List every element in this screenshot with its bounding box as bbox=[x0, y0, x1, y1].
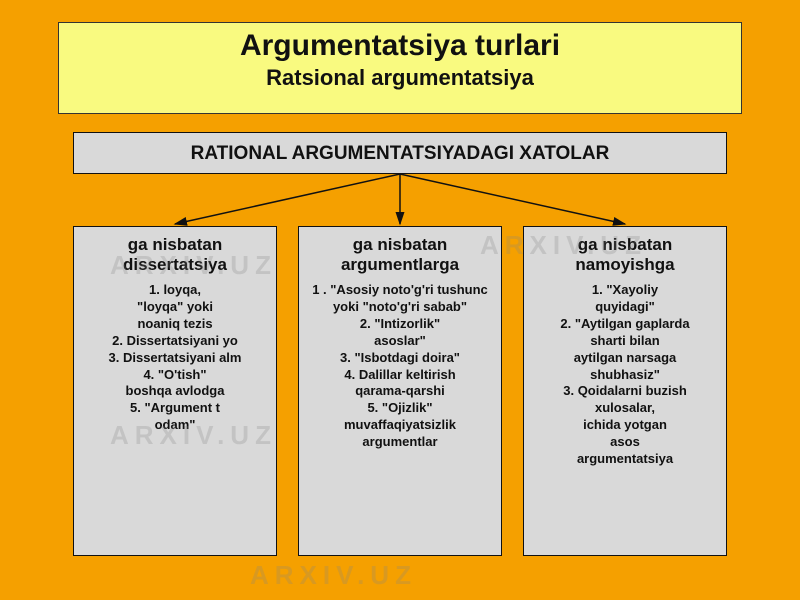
section-header: RATIONAL ARGUMENTATSIYADAGI XATOLAR bbox=[73, 132, 727, 174]
arrows-svg bbox=[73, 174, 727, 226]
title-box: Argumentatsiya turlari Ratsional argumen… bbox=[58, 22, 742, 114]
column-namoyishga: ga nisbatan namoyishga 1. "Xayoliy quyid… bbox=[523, 226, 727, 556]
column-body: 1. loyqa, "loyqa" yoki noaniq tezis 2. D… bbox=[78, 282, 272, 434]
column-dissertatsiya: ga nisbatan dissertatsiya 1. loyqa, "loy… bbox=[73, 226, 277, 556]
column-heading: ga nisbatan namoyishga bbox=[528, 235, 722, 274]
title-main: Argumentatsiya turlari bbox=[59, 29, 741, 63]
column-body: 1 . "Asosiy noto'g'ri tushunc yoki "noto… bbox=[303, 282, 497, 451]
column-body: 1. "Xayoliy quyidagi" 2. "Aytilgan gapla… bbox=[528, 282, 722, 468]
column-heading: ga nisbatan argumentlarga bbox=[303, 235, 497, 274]
watermark: ARXIV.UZ bbox=[250, 560, 417, 591]
column-heading: ga nisbatan dissertatsiya bbox=[78, 235, 272, 274]
column-argumentlarga: ga nisbatan argumentlarga 1 . "Asosiy no… bbox=[298, 226, 502, 556]
title-sub: Ratsional argumentatsiya bbox=[59, 65, 741, 91]
